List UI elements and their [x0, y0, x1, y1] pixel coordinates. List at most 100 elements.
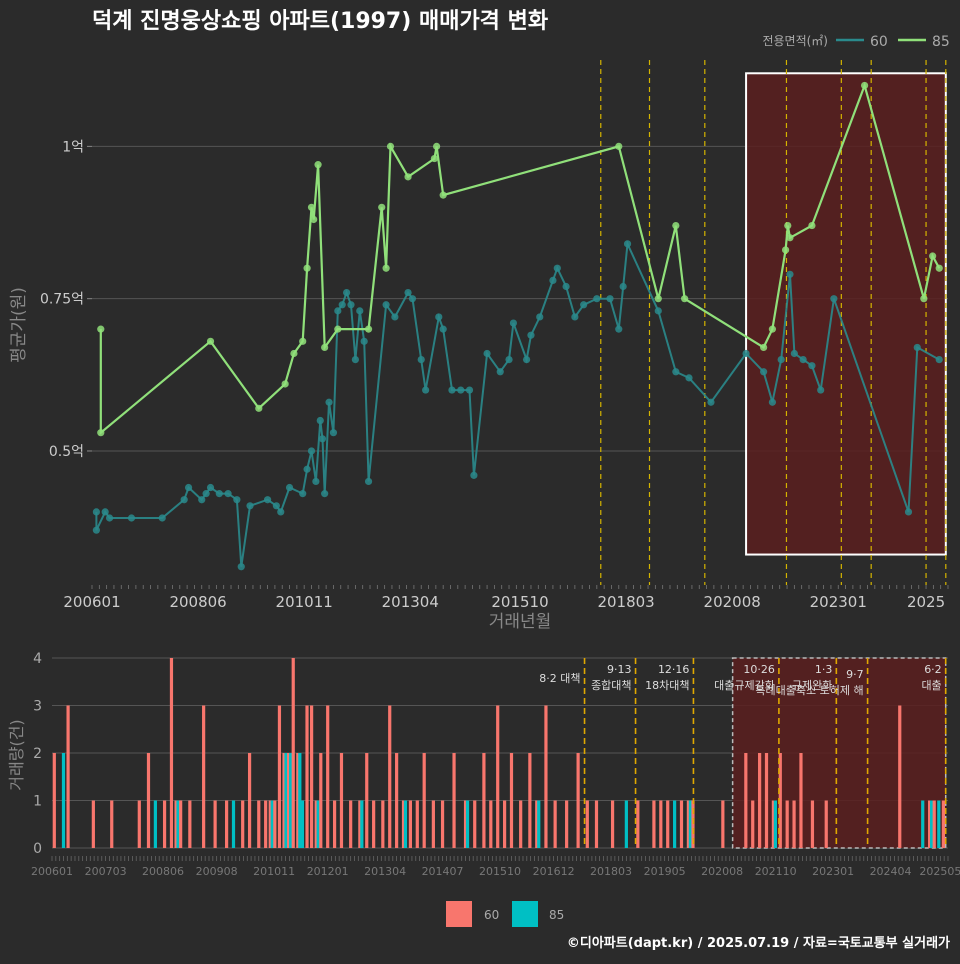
- price-x-axis-label: 거래년월: [489, 612, 552, 632]
- policy-annotation-label: 대출규제강화: [714, 679, 775, 692]
- policy-annotation-label: 8·2 대책: [539, 672, 580, 685]
- volume-bar-60: [422, 753, 426, 848]
- volume-bar-60: [381, 800, 385, 848]
- volume-bar-60: [225, 800, 229, 848]
- series-point-60: [685, 374, 693, 382]
- series-point-60: [303, 465, 311, 473]
- volume-x-tick-label: 202301: [812, 865, 854, 878]
- series-point-85: [97, 429, 105, 437]
- volume-x-tick-label: 202008: [701, 865, 743, 878]
- series-point-85: [334, 325, 342, 333]
- series-point-85: [404, 173, 412, 181]
- volume-bar-60: [349, 800, 353, 848]
- series-point-60: [496, 368, 504, 376]
- volume-bar-60: [452, 753, 456, 848]
- volume-bar-60: [319, 753, 323, 848]
- volume-bar-85: [937, 800, 941, 848]
- volume-bar-60: [932, 800, 936, 848]
- series-point-60: [329, 429, 338, 437]
- series-point-60: [224, 490, 232, 498]
- series-point-60: [470, 471, 478, 479]
- series-point-85: [97, 325, 105, 333]
- series-point-60: [465, 386, 474, 394]
- series-point-60: [312, 477, 320, 486]
- series-point-85: [784, 221, 792, 230]
- series-point-60: [343, 288, 351, 297]
- volume-bar-60: [758, 753, 762, 848]
- series-point-60: [615, 325, 623, 333]
- volume-legend-label-85: 85: [549, 908, 564, 922]
- series-point-85: [290, 349, 298, 358]
- volume-legend-label-60: 60: [484, 908, 499, 922]
- volume-bar-60: [287, 753, 291, 848]
- series-point-60: [334, 307, 342, 315]
- series-point-60: [233, 496, 241, 504]
- volume-bar-85: [360, 800, 364, 848]
- volume-bar-60: [213, 800, 217, 848]
- volume-bar-60: [291, 658, 295, 848]
- volume-x-tick-label: 200806: [142, 865, 184, 878]
- series-point-85: [382, 264, 390, 272]
- price-x-tick-label: 201510: [491, 593, 548, 611]
- volume-bar-60: [941, 800, 946, 848]
- series-point-60: [619, 282, 627, 291]
- series-point-60: [790, 349, 798, 358]
- series-point-60: [777, 355, 785, 364]
- series-point-60: [347, 301, 355, 309]
- volume-y-tick-label: 2: [33, 746, 42, 762]
- volume-bar-60: [314, 800, 318, 848]
- volume-bar-60: [358, 800, 362, 848]
- series-point-85: [206, 337, 215, 345]
- volume-bar-60: [519, 800, 523, 848]
- volume-bar-60: [52, 753, 56, 848]
- series-point-60: [549, 276, 557, 285]
- volume-x-tick-label: 201011: [253, 865, 295, 878]
- volume-x-tick-label: 201407: [422, 865, 464, 878]
- volume-legend: 60 85: [446, 901, 564, 927]
- series-point-60: [101, 508, 109, 516]
- series-point-60: [457, 386, 465, 394]
- volume-y-tick-label: 0: [33, 841, 42, 857]
- series-point-60: [422, 386, 430, 394]
- volume-x-tick-label: 202505: [919, 865, 960, 878]
- volume-bar-85: [316, 800, 320, 848]
- series-point-60: [830, 295, 838, 303]
- volume-bar-60: [679, 800, 684, 848]
- volume-bar-60: [502, 800, 507, 848]
- volume-bar-60: [66, 705, 70, 848]
- series-point-60: [277, 508, 285, 516]
- volume-panel: 0 1 2 3 4 8·2 대책 9·13 종합대책 12·16 18차대책 10·26 대출규제강화…: [31, 651, 960, 878]
- series-point-85: [299, 337, 307, 345]
- volume-x-tick-label: 200601: [31, 865, 73, 878]
- volume-bar-60: [365, 753, 369, 848]
- volume-bar-85: [284, 753, 288, 848]
- volume-bar-60: [408, 800, 412, 848]
- volume-bar-60: [898, 705, 902, 848]
- series-point-60: [799, 355, 807, 364]
- volume-bar-60: [146, 753, 151, 848]
- volume-legend-swatch-85: [512, 901, 538, 927]
- volume-y-tick-label: 4: [33, 651, 42, 667]
- volume-bar-60: [553, 800, 557, 848]
- series-point-85: [920, 295, 928, 303]
- series-point-60: [606, 295, 614, 303]
- series-point-60: [580, 301, 588, 309]
- series-point-60: [237, 563, 245, 571]
- series-point-60: [760, 368, 768, 376]
- volume-bar-60: [799, 753, 803, 848]
- volume-bar-60: [666, 800, 670, 848]
- price-x-tick-label: 201803: [597, 593, 654, 611]
- series-point-60: [707, 398, 715, 406]
- volume-bar-85: [930, 800, 934, 848]
- series-point-60: [408, 295, 417, 303]
- volume-bar-60: [636, 800, 640, 848]
- series-point-85: [768, 325, 777, 333]
- series-point-85: [439, 191, 447, 199]
- policy-annotation-label: 대출: [921, 679, 941, 692]
- volume-bar-60: [431, 800, 435, 848]
- series-point-60: [404, 288, 412, 297]
- series-point-85: [281, 380, 289, 388]
- volume-bar-85: [921, 800, 925, 848]
- volume-bar-60: [928, 800, 932, 848]
- series-point-85: [860, 81, 869, 90]
